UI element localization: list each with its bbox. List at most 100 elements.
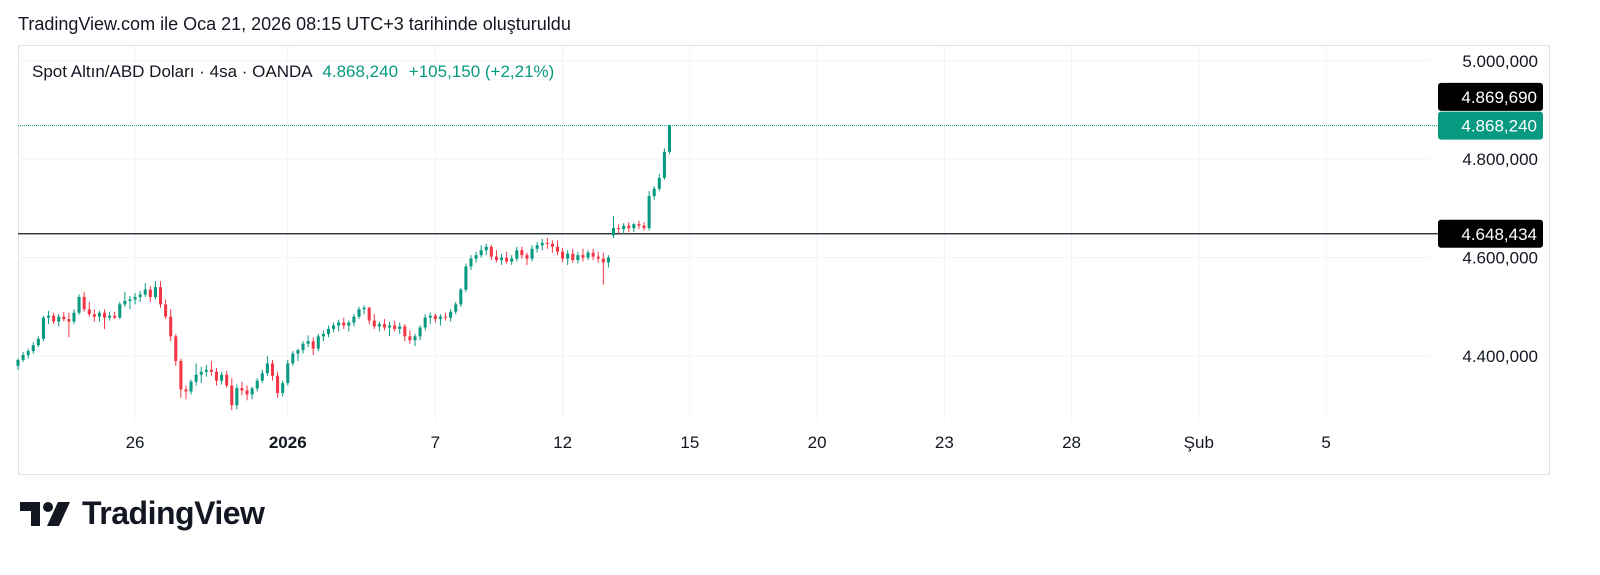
candle-body bbox=[97, 312, 101, 317]
candle-body bbox=[627, 225, 631, 229]
candle-body bbox=[225, 374, 229, 386]
candle-body bbox=[489, 246, 493, 257]
candle-body bbox=[332, 325, 336, 329]
price-axis: 5.000,000 4.800,000 4.600,000 4.400,000 bbox=[1462, 52, 1538, 366]
price-tag-label: 4.648,434 bbox=[1461, 225, 1537, 244]
candle-body bbox=[102, 312, 107, 318]
candle-body bbox=[31, 345, 35, 352]
grid bbox=[18, 46, 1430, 420]
x-tick-label: 12 bbox=[553, 433, 572, 452]
candle-body bbox=[367, 307, 371, 321]
candle-body bbox=[301, 343, 305, 351]
candle-body bbox=[77, 296, 81, 313]
price-tag bbox=[1438, 82, 1543, 111]
candle-body bbox=[184, 389, 188, 392]
price-change: +105,150 (+2,21%) bbox=[408, 62, 555, 81]
candle-body bbox=[505, 257, 509, 262]
candle-body bbox=[352, 316, 356, 323]
candles bbox=[16, 124, 672, 411]
candle-body bbox=[428, 315, 432, 318]
candle-body bbox=[153, 287, 157, 297]
candle-body bbox=[637, 224, 641, 226]
candle-body bbox=[388, 325, 392, 328]
candle-body bbox=[41, 317, 45, 339]
candle-body bbox=[347, 322, 351, 326]
candle-body bbox=[449, 311, 453, 318]
candle-body bbox=[540, 242, 544, 246]
candle-body bbox=[270, 363, 275, 376]
candle-body bbox=[591, 252, 595, 257]
candle-body bbox=[158, 287, 163, 305]
candle-body bbox=[586, 252, 590, 258]
candle-body bbox=[164, 304, 168, 317]
candle-body bbox=[545, 242, 549, 244]
candle-body bbox=[265, 363, 269, 374]
brand-footer[interactable]: TradingView bbox=[20, 495, 265, 532]
candle-body bbox=[464, 266, 468, 290]
candle-body bbox=[510, 258, 514, 262]
candle-body bbox=[230, 385, 234, 406]
price-tag bbox=[1438, 111, 1543, 140]
candle-body bbox=[209, 369, 213, 372]
candle-body bbox=[321, 333, 325, 337]
candle-body bbox=[535, 245, 539, 249]
price-tags: 4.869,690 4.868,240 4.648,434 bbox=[1438, 82, 1543, 248]
price-tag-label: 4.868,240 bbox=[1461, 117, 1537, 136]
candle-body bbox=[260, 373, 264, 381]
candle-body bbox=[92, 314, 96, 317]
horizontal-lines bbox=[18, 125, 1440, 235]
y-tick-label: 4.800,000 bbox=[1462, 150, 1538, 169]
candle-body bbox=[143, 289, 147, 295]
y-tick-label: 5.000,000 bbox=[1462, 52, 1538, 71]
candle-body bbox=[382, 324, 386, 328]
x-tick-label: 7 bbox=[431, 433, 440, 452]
candle-body bbox=[108, 315, 112, 318]
candle-body bbox=[245, 390, 249, 395]
candle-body bbox=[118, 304, 122, 318]
candle-body bbox=[525, 255, 529, 259]
x-tick-label: 15 bbox=[680, 433, 699, 452]
candle-body bbox=[408, 336, 412, 341]
candle-body bbox=[479, 250, 483, 256]
candle-body bbox=[403, 326, 407, 337]
candle-body bbox=[596, 256, 600, 259]
candle-body bbox=[454, 304, 458, 312]
candle-body bbox=[214, 371, 219, 381]
candle-body bbox=[220, 374, 224, 381]
candle-body bbox=[311, 341, 315, 349]
candle-body bbox=[250, 388, 254, 395]
candle-body bbox=[255, 380, 259, 389]
price-tag bbox=[1438, 219, 1543, 248]
candle-body bbox=[291, 353, 295, 364]
candle-body bbox=[632, 224, 636, 229]
candle-body bbox=[113, 315, 117, 318]
chart-frame[interactable] bbox=[18, 45, 1550, 475]
candle-body bbox=[571, 253, 575, 261]
candle-body bbox=[316, 336, 320, 349]
candle-body bbox=[393, 325, 397, 329]
candle-body bbox=[36, 338, 40, 346]
brand-name: TradingView bbox=[82, 495, 265, 531]
candle-body bbox=[550, 243, 554, 247]
symbol-legend[interactable]: Spot Altın/ABD Doları · 4sa · OANDA 4.86… bbox=[32, 62, 554, 82]
candle-body bbox=[133, 296, 137, 300]
candle-body bbox=[342, 322, 346, 326]
candle-body bbox=[276, 375, 280, 393]
candle-body bbox=[413, 336, 417, 341]
candle-body bbox=[484, 246, 488, 251]
snapshot-caption: TradingView.com ile Oca 21, 2026 08:15 U… bbox=[18, 14, 571, 34]
candle-body bbox=[357, 309, 361, 317]
candle-body bbox=[87, 309, 91, 315]
candle-body bbox=[26, 351, 30, 356]
candle-body bbox=[286, 363, 290, 384]
tradingview-logo-icon bbox=[20, 501, 70, 526]
candle-body bbox=[138, 294, 142, 297]
candle-body bbox=[617, 228, 621, 230]
candle-body bbox=[362, 307, 366, 310]
candle-body bbox=[235, 388, 239, 406]
candle-body bbox=[652, 188, 656, 197]
candle-body bbox=[296, 350, 300, 354]
candle-body bbox=[67, 319, 71, 322]
candle-body bbox=[148, 289, 152, 297]
